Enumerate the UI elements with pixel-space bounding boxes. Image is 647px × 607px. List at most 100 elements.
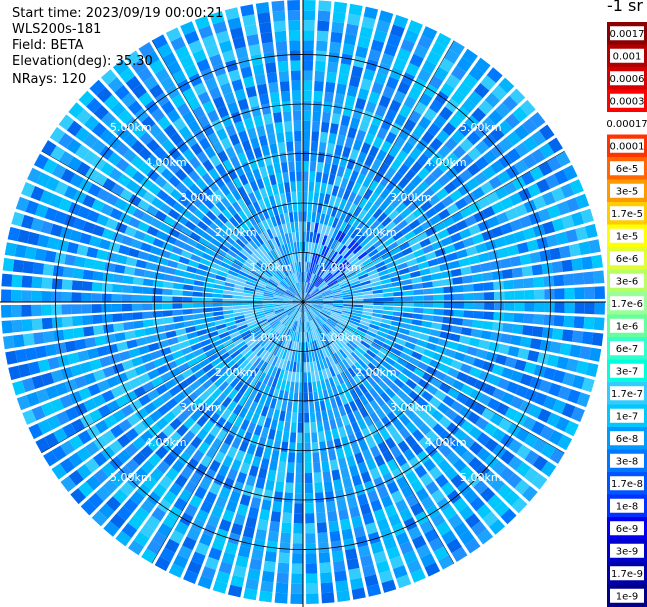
ray-gate — [238, 235, 249, 246]
ray-gate — [177, 232, 189, 243]
ray-gate — [332, 407, 341, 419]
ray-gate — [474, 57, 491, 74]
ray-gate — [371, 158, 383, 171]
ray-gate — [321, 289, 332, 295]
ray-gate — [435, 187, 449, 200]
ray-gate — [349, 257, 360, 266]
ray-gate — [318, 192, 325, 204]
ray-gate — [165, 234, 177, 245]
ray-gate — [271, 450, 280, 462]
ray-gate — [146, 225, 159, 237]
ray-gate — [383, 306, 394, 311]
ray-gate — [200, 68, 215, 82]
ray-gate — [324, 378, 331, 390]
ray-gate — [393, 57, 407, 72]
ray-gate — [363, 188, 374, 201]
ray-gate — [349, 389, 359, 401]
ray-gate — [424, 173, 437, 187]
ray-gate — [324, 490, 335, 502]
ray-gate — [115, 158, 130, 172]
ray-gate — [98, 503, 115, 519]
ray-gate — [226, 273, 237, 281]
ray-gate — [478, 252, 490, 263]
ray-gate — [303, 60, 314, 71]
ray-gate — [385, 76, 399, 90]
azimuth-spoke — [151, 301, 304, 564]
ray-gate — [402, 312, 414, 319]
ray-gate — [375, 20, 391, 34]
ray-gate — [50, 145, 66, 162]
ray-gate — [257, 279, 267, 286]
ray-gate — [432, 437, 446, 451]
ray-gate — [281, 101, 291, 112]
ray-gate — [413, 289, 424, 296]
ray-gate — [192, 303, 203, 308]
ray-gate — [163, 274, 175, 282]
ray-gate — [305, 282, 310, 293]
ray-gate — [263, 417, 272, 429]
ray-gate — [328, 132, 337, 145]
ray-gate — [304, 322, 307, 333]
ray-gate — [554, 288, 565, 300]
ray-gate — [303, 292, 307, 302]
ray-gate — [368, 424, 379, 436]
ray-gate — [202, 363, 214, 374]
ray-gate — [406, 258, 418, 267]
ray-gate — [416, 397, 429, 409]
ray-gate — [272, 248, 280, 259]
ray-gate — [138, 345, 150, 355]
ray-gate — [77, 350, 90, 362]
ray-gate — [83, 150, 98, 165]
ray-gate — [174, 474, 188, 488]
ray-gate — [343, 200, 353, 212]
azimuth-spoke — [302, 301, 565, 454]
ray-gate — [391, 171, 404, 184]
range-ring-label: 4.00km — [425, 156, 467, 169]
ray-gate — [237, 56, 251, 69]
ray-gate — [303, 294, 311, 302]
ray-gate — [322, 297, 333, 300]
ray-gate — [265, 479, 275, 491]
ray-gate — [498, 77, 515, 94]
ray-gate — [116, 341, 128, 352]
ray-gate — [213, 311, 224, 317]
ray-gate — [559, 245, 571, 259]
ray-gate — [69, 435, 84, 451]
ray-gate — [390, 24, 405, 38]
ray-gate — [299, 271, 302, 282]
ray-gate — [174, 356, 187, 366]
ray-gate — [165, 360, 178, 371]
ray-gate — [303, 302, 306, 312]
ray-gate — [343, 249, 353, 259]
ray-gate — [475, 242, 488, 254]
ray-gate — [362, 311, 373, 316]
ray-gate — [551, 328, 564, 341]
ray-gate — [351, 421, 361, 434]
ray-gate — [331, 217, 339, 229]
ray-gate — [298, 321, 301, 333]
ray-gate — [392, 565, 408, 579]
ray-gate — [417, 450, 430, 464]
ray-gate — [157, 256, 169, 266]
ray-gate — [363, 415, 374, 427]
ray-gate — [330, 164, 339, 176]
ray-gate — [203, 523, 217, 537]
ray-gate — [323, 214, 331, 226]
ray-gate — [218, 266, 230, 274]
ray-gate — [361, 16, 376, 29]
ray-gate — [366, 349, 377, 359]
ray-gate — [192, 449, 205, 463]
ppi-grid — [0, 0, 606, 607]
ray-gate — [235, 340, 246, 350]
ray-gate — [393, 291, 404, 297]
ray-gate — [343, 403, 353, 415]
ray-gate — [263, 197, 271, 209]
ray-gate — [231, 262, 242, 271]
ray-gate — [348, 322, 359, 329]
ray-gate — [350, 337, 361, 346]
ray-gate — [149, 468, 164, 482]
ray-gate — [337, 73, 349, 85]
ray-gate — [436, 129, 450, 144]
ray-gate — [285, 131, 293, 142]
ray-gate — [351, 65, 364, 78]
